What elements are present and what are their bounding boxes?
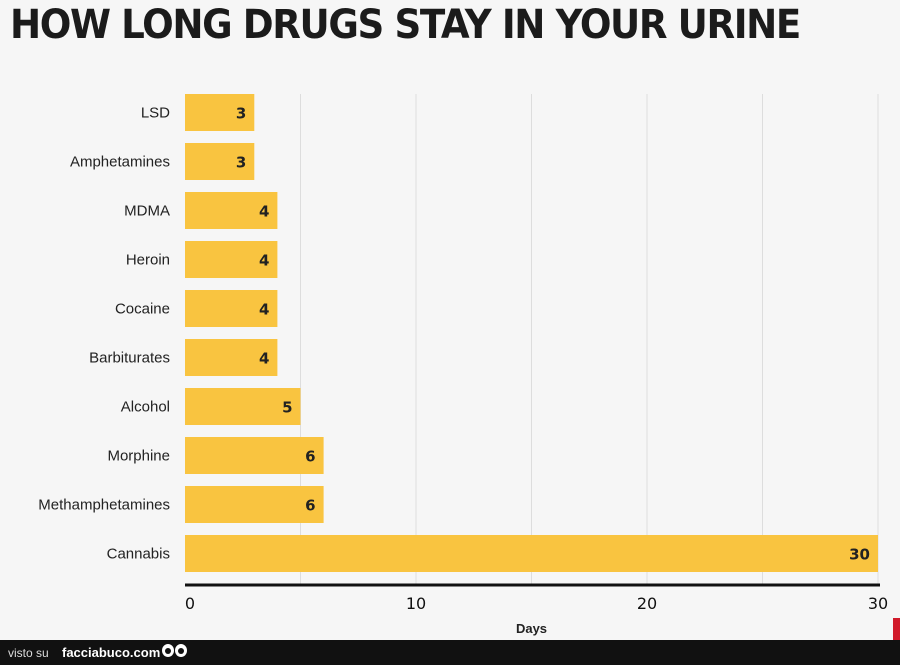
category-label: Cocaine (115, 301, 170, 318)
category-label: Amphetamines (70, 154, 170, 171)
category-label: Cannabis (107, 546, 170, 563)
bar (185, 535, 878, 572)
bars (185, 94, 878, 572)
chart-title: HOW LONG DRUGS STAY IN YOUR URINE (10, 2, 801, 48)
bar (185, 94, 255, 131)
bar-chart: LSD Amphetamines MDMA Heroin Cocaine Barbitur… (38, 94, 888, 636)
bar (185, 437, 324, 474)
x-tick-label: 30 (868, 594, 888, 613)
footer-site-link[interactable]: facciabuco.com (62, 645, 161, 660)
bar (185, 388, 301, 425)
x-tick-label: 20 (637, 594, 657, 613)
value-label: 5 (282, 399, 292, 417)
x-axis: 0 10 20 30 (185, 583, 888, 613)
x-axis-title: Days (516, 621, 547, 636)
x-tick-label: 0 (185, 594, 195, 613)
value-label: 30 (849, 546, 870, 564)
value-label: 4 (259, 252, 269, 270)
category-label: Alcohol (121, 399, 170, 416)
value-labels: 3 3 4 4 4 4 5 6 6 30 (236, 105, 870, 564)
category-label: Morphine (107, 448, 170, 465)
category-label: MDMA (124, 203, 170, 220)
bar (185, 143, 255, 180)
category-label: LSD (141, 105, 170, 122)
value-label: 3 (236, 105, 246, 123)
eyes-icon (162, 644, 190, 660)
bar (185, 241, 278, 278)
value-label: 6 (305, 448, 315, 466)
value-label: 6 (305, 497, 315, 515)
footer-bar: visto su facciabuco.com (0, 640, 900, 665)
value-label: 4 (259, 350, 269, 368)
value-label: 4 (259, 301, 269, 319)
value-label: 4 (259, 203, 269, 221)
bar (185, 486, 324, 523)
gridlines (300, 94, 879, 585)
bar (185, 192, 278, 229)
category-label: Barbiturates (89, 350, 170, 367)
category-label: Heroin (126, 252, 170, 269)
corner-mark (893, 618, 900, 640)
x-tick-label: 10 (406, 594, 426, 613)
footer-visto-label: visto su (8, 646, 49, 660)
bar (185, 339, 278, 376)
category-label: Methamphetamines (38, 497, 170, 514)
bar (185, 290, 278, 327)
category-labels: LSD Amphetamines MDMA Heroin Cocaine Barbitur… (38, 105, 170, 563)
value-label: 3 (236, 154, 246, 172)
